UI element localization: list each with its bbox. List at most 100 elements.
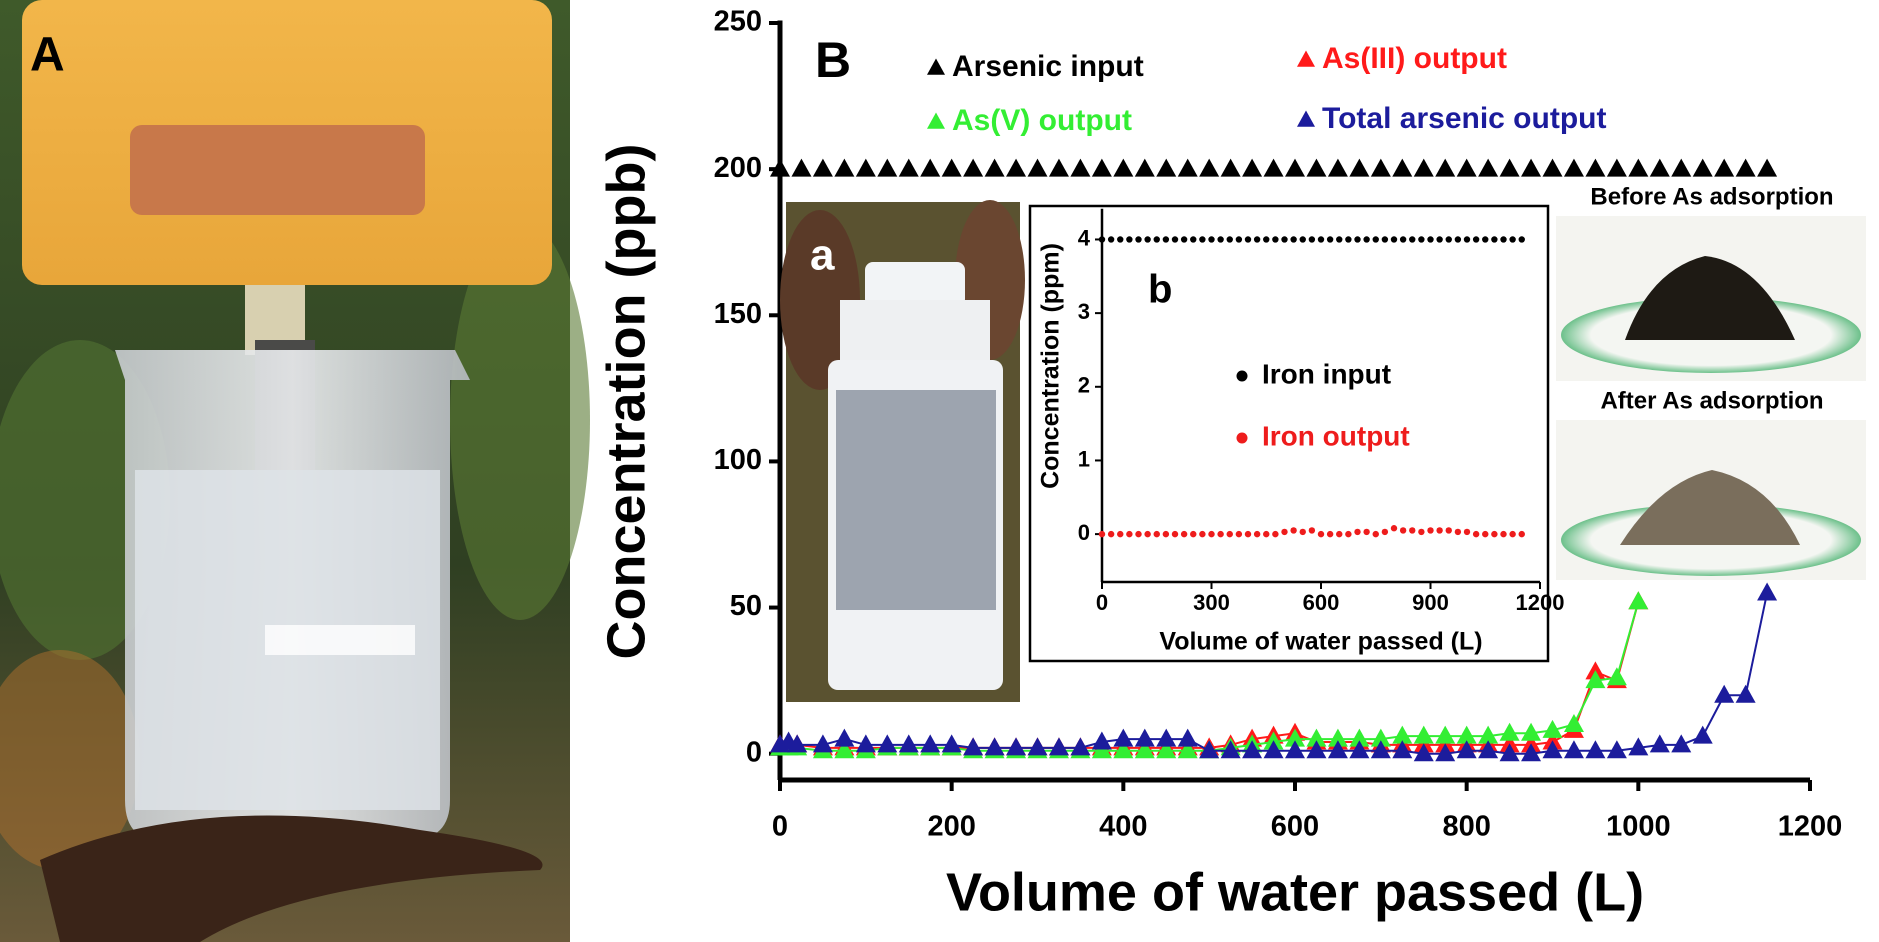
data-point <box>1107 236 1115 243</box>
y-tick-label: 200 <box>714 152 762 184</box>
data-point <box>1649 158 1670 177</box>
data-point <box>1199 530 1206 538</box>
data-point <box>1413 158 1434 177</box>
data-point <box>1153 530 1160 538</box>
data-point <box>1326 236 1334 243</box>
data-point <box>1217 530 1224 538</box>
legend-marker <box>1236 370 1248 382</box>
data-point <box>1563 158 1584 177</box>
legend-label: Iron output <box>1262 420 1410 451</box>
data-point <box>1413 743 1434 762</box>
data-point <box>1285 728 1305 747</box>
data-point <box>1399 527 1407 534</box>
data-point <box>1135 530 1142 538</box>
data-point <box>1478 725 1499 744</box>
data-point <box>1585 670 1606 689</box>
data-point <box>1499 722 1520 741</box>
data-point <box>1478 158 1499 177</box>
data-point <box>1472 236 1480 243</box>
x-tick-label: 900 <box>1412 590 1449 615</box>
data-point <box>1418 528 1425 536</box>
data-point <box>1354 528 1361 536</box>
data-point <box>1456 740 1477 759</box>
data-point <box>1542 158 1563 177</box>
data-point <box>1563 713 1584 732</box>
data-point <box>1370 158 1391 177</box>
data-point <box>1285 740 1305 759</box>
x-tick-label: 0 <box>1096 590 1108 615</box>
x-tick-label: 800 <box>1442 811 1490 843</box>
data-point <box>1263 158 1284 177</box>
data-point <box>1117 236 1124 243</box>
data-point <box>1370 728 1391 747</box>
data-point <box>1435 725 1456 744</box>
data-point <box>1472 530 1480 538</box>
data-point <box>1220 158 1241 177</box>
data-point <box>1177 728 1198 747</box>
data-point <box>1456 158 1477 177</box>
inset-panel-label: a <box>810 231 835 280</box>
data-point <box>1436 236 1443 243</box>
data-point <box>1456 725 1477 744</box>
data-point <box>1144 530 1151 538</box>
legend-marker <box>1297 50 1315 67</box>
data-point <box>1098 530 1106 538</box>
data-point <box>898 734 919 753</box>
data-point <box>1134 728 1155 747</box>
data-point <box>1281 528 1288 536</box>
data-point <box>898 158 919 177</box>
y-tick-label: 2 <box>1078 373 1090 398</box>
data-point <box>1285 158 1305 177</box>
data-point <box>1445 527 1452 534</box>
data-point <box>1253 530 1261 538</box>
data-point <box>1478 740 1499 759</box>
legend-label: As(III) output <box>1322 42 1507 75</box>
data-point <box>1563 740 1584 759</box>
data-point <box>1381 528 1389 536</box>
data-point <box>1235 530 1243 538</box>
data-point <box>1692 158 1713 177</box>
x-axis-title: Volume of water passed (L) <box>1159 628 1482 656</box>
data-point <box>1226 236 1233 243</box>
data-point <box>1290 527 1297 534</box>
data-point <box>1027 737 1048 756</box>
data-point <box>1156 740 1177 759</box>
data-point <box>1177 158 1198 177</box>
y-tick-label: 50 <box>730 590 762 622</box>
photo-caption: After As adsorption <box>1600 387 1823 414</box>
data-point <box>812 734 833 753</box>
data-point <box>1372 530 1379 538</box>
data-point <box>1317 236 1325 243</box>
legend-label: Arsenic input <box>952 50 1144 83</box>
data-point <box>1091 158 1112 177</box>
data-point <box>1692 725 1713 744</box>
data-point <box>1308 527 1316 534</box>
data-point <box>1399 236 1407 243</box>
data-point <box>1272 530 1279 538</box>
data-point <box>1326 530 1334 538</box>
data-point <box>1427 236 1434 243</box>
data-point <box>1370 740 1391 759</box>
data-point <box>1454 236 1462 243</box>
data-point <box>984 158 1005 177</box>
data-point <box>1628 591 1649 610</box>
data-point <box>834 740 855 759</box>
data-point <box>1327 740 1348 759</box>
data-point <box>1345 236 1352 243</box>
data-point <box>1306 728 1327 747</box>
data-point <box>1306 740 1327 759</box>
data-point <box>1162 530 1170 538</box>
data-point <box>1392 740 1413 759</box>
y-tick-label: 0 <box>746 736 762 768</box>
data-point <box>1006 158 1027 177</box>
data-point <box>1006 737 1027 756</box>
x-tick-label: 0 <box>772 811 788 843</box>
data-point <box>1113 728 1134 747</box>
data-point <box>1220 740 1241 759</box>
data-point <box>1735 684 1756 703</box>
photo-inset-a <box>780 200 1025 702</box>
photo-caption: Before As adsorption <box>1590 183 1833 210</box>
data-point <box>1463 236 1471 243</box>
data-point <box>1435 158 1456 177</box>
data-point <box>1390 236 1398 243</box>
